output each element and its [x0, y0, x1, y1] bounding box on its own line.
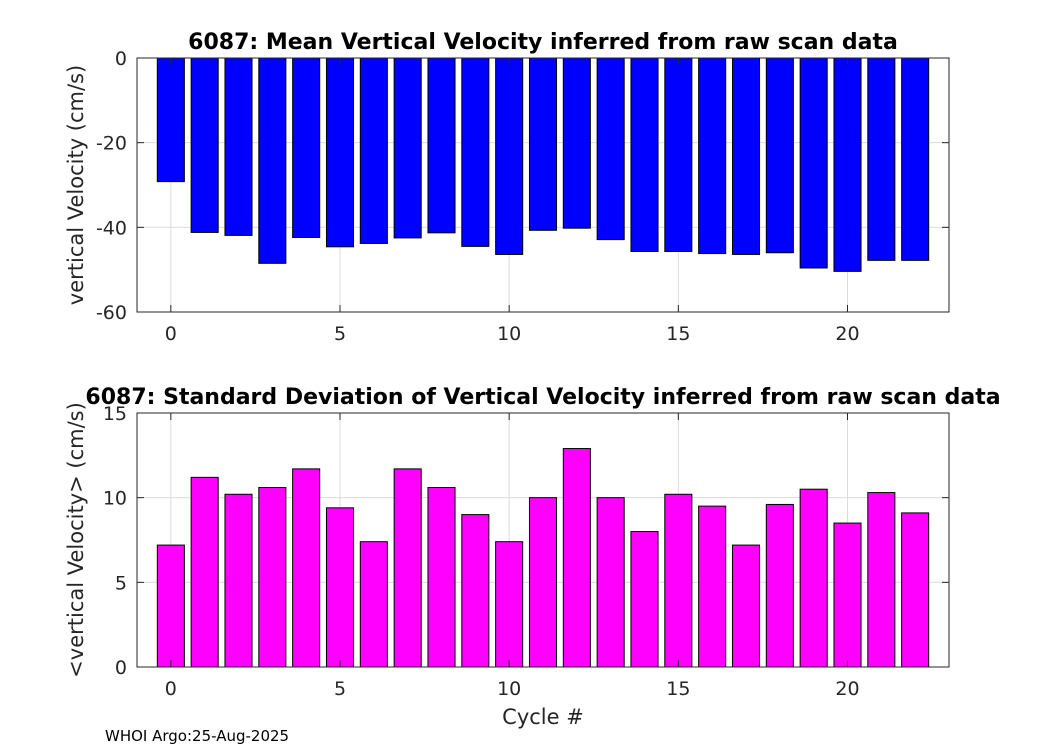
- bar-cycle-13: [596, 497, 625, 668]
- bar-cycle-4: [292, 57, 321, 238]
- y-axis-label: <vertical Velocity> (cm/s): [64, 402, 88, 678]
- bar-cycle-2: [224, 57, 253, 236]
- bar-cycle-0: [156, 544, 185, 668]
- x-tick-label: 0: [165, 323, 177, 345]
- bar-cycle-3: [258, 57, 287, 264]
- bar-cycle-11: [528, 57, 558, 231]
- bar-cycle-14: [630, 57, 659, 252]
- bar-cycle-21: [867, 57, 896, 261]
- tick-marks: [137, 57, 949, 313]
- y-tick-label: -20: [96, 133, 127, 155]
- x-tick-label: 20: [835, 323, 859, 345]
- y-tick-label: 15: [103, 403, 127, 425]
- x-tick-label: 5: [334, 678, 346, 700]
- bar-cycle-0: [156, 57, 185, 183]
- chart-title: 6087: Mean Vertical Velocity inferred fr…: [188, 30, 898, 55]
- footer-credit: WHOI Argo:25-Aug-2025: [105, 727, 289, 745]
- y-tick-label: 10: [103, 488, 127, 510]
- x-tick-label: 0: [165, 678, 177, 700]
- bar-cycle-4: [292, 468, 321, 668]
- bar-cycle-7: [393, 468, 422, 668]
- bar-cycle-20: [833, 57, 862, 272]
- bar-cycle-9: [461, 514, 490, 668]
- bar-cycle-15: [664, 57, 693, 252]
- x-tick-label: 15: [666, 678, 690, 700]
- x-tick-labels: 0 5 10 15 20: [165, 678, 860, 700]
- bar-cycle-7: [393, 57, 422, 239]
- y-tick-label: -40: [96, 217, 127, 239]
- bar-cycle-1: [190, 57, 219, 233]
- bar-cycle-3: [258, 487, 287, 668]
- y-tick-label: 5: [115, 572, 127, 594]
- std-velocity-chart: 0 5 10 15 20 15 10 5 0 6087: Standard Deviation…: [64, 385, 1001, 729]
- bar-cycle-6: [359, 541, 388, 668]
- bar-cycle-8: [427, 57, 456, 234]
- bar-cycle-2: [224, 493, 253, 668]
- x-tick-label: 10: [497, 323, 521, 345]
- axes-box: [136, 412, 950, 668]
- x-tick-label: 5: [334, 323, 346, 345]
- x-tick-label: 20: [835, 678, 859, 700]
- bar-cycle-14: [630, 531, 659, 668]
- bar-cycle-9: [461, 57, 490, 247]
- bar-cycle-12: [562, 57, 591, 229]
- bar-cycle-5: [325, 507, 355, 668]
- bar-cycle-19: [799, 488, 828, 668]
- bar-cycle-10: [495, 541, 524, 668]
- bar-series: [156, 57, 930, 272]
- bar-cycle-17: [731, 57, 761, 255]
- bar-cycle-10: [495, 57, 524, 255]
- bar-cycle-13: [596, 57, 625, 241]
- y-tick-label: 0: [115, 48, 127, 70]
- y-tick-label: 0: [115, 657, 127, 679]
- bar-cycle-17: [731, 544, 761, 668]
- x-tick-label: 10: [497, 678, 521, 700]
- bar-series: [156, 448, 930, 668]
- bar-cycle-19: [799, 57, 828, 269]
- bar-cycle-16: [698, 505, 727, 668]
- bar-cycle-5: [325, 57, 355, 248]
- bar-cycle-11: [528, 497, 558, 668]
- bar-cycle-16: [698, 57, 727, 255]
- bar-cycle-20: [833, 522, 862, 668]
- bar-cycle-8: [427, 487, 456, 668]
- bar-cycle-22: [901, 512, 930, 668]
- x-tick-labels: 0 5 10 15 20: [165, 323, 860, 345]
- bar-cycle-6: [359, 57, 388, 244]
- chart-title: 6087: Standard Deviation of Vertical Vel…: [85, 385, 1000, 410]
- bar-cycle-22: [901, 57, 930, 261]
- y-tick-labels: 0 -20 -40 -60: [96, 48, 127, 324]
- bar-cycle-21: [867, 492, 896, 668]
- bar-cycle-18: [765, 503, 794, 668]
- bar-cycle-1: [190, 476, 219, 668]
- x-tick-label: 15: [666, 323, 690, 345]
- axes-box: [136, 57, 950, 313]
- bar-cycle-12: [562, 448, 591, 668]
- y-axis-label: vertical Velocity (cm/s): [64, 65, 88, 305]
- bar-cycle-18: [765, 57, 794, 254]
- x-axis-label: Cycle #: [502, 705, 584, 729]
- tick-marks: [137, 412, 949, 668]
- bar-cycle-15: [664, 493, 693, 668]
- y-tick-labels: 15 10 5 0: [103, 403, 127, 679]
- mean-velocity-chart: 0 5 10 15 20 0 -20 -40 -60 6087: Mean Vertical …: [64, 30, 950, 345]
- y-tick-label: -60: [96, 302, 127, 324]
